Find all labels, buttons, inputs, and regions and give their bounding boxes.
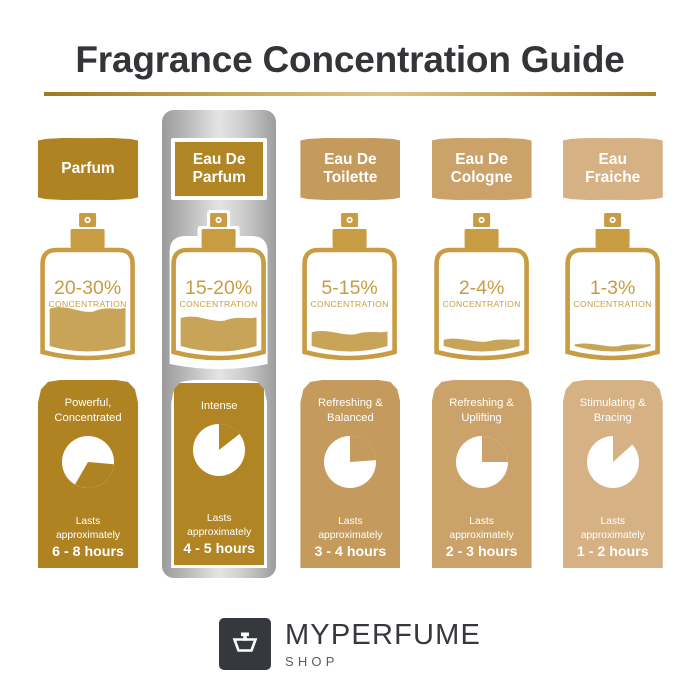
lasts-line2: approximately <box>580 529 645 541</box>
header-card-3[interactable]: Eau De Cologne <box>431 138 532 200</box>
header-card-1[interactable]: Eau De Parfum <box>171 138 268 200</box>
logo-mark <box>218 618 271 670</box>
brand-name: MYPERFUME <box>284 618 482 651</box>
hours-value: 2 - 3 hours <box>445 544 518 560</box>
lasts-label: Lasts approximately <box>174 512 264 539</box>
bottle-graphic-1: 15-20% CONCENTRATION <box>153 210 284 370</box>
header-label-line2: Toilette <box>323 169 378 186</box>
descriptor-line1: Intense <box>200 400 238 412</box>
lasts-line1: Lasts <box>338 516 363 528</box>
comparison-grid: Parfum 20-30% CONCENTRATION Powerful, Concen… <box>22 110 678 590</box>
header-card-0[interactable]: Parfum <box>38 138 138 200</box>
longevity-footer: Lasts approximately 3 - 4 hours <box>300 515 400 560</box>
descriptor-line2: Balanced <box>327 412 374 425</box>
description-card-4[interactable]: Stimulating & Bracing Lasts approximately 1 … <box>562 380 663 568</box>
header-label-line1: Eau De <box>324 150 377 168</box>
longevity-footer: Lasts approximately 2 - 3 hours <box>432 515 532 560</box>
lasts-label: Lasts approximately <box>563 515 663 542</box>
hours-value: 6 - 8 hours <box>52 544 124 560</box>
descriptor-line2: Concentrated <box>54 412 122 425</box>
descriptor-line1: Stimulating & <box>579 397 646 409</box>
header-label-line1: Eau De <box>192 150 246 168</box>
lasts-line1: Lasts <box>469 516 494 528</box>
svg-text:CONCENTRATION: CONCENTRATION <box>573 299 651 309</box>
description-card-0[interactable]: Powerful, Concentrated Lasts approximately 6… <box>38 380 138 568</box>
column-eau-de-cologne[interactable]: Eau De Cologne 2-4% CONCENTRATION Refreshing… <box>416 110 547 590</box>
column-eau-de-toilette[interactable]: Eau De Toilette 5-15% CONCENTRATION Refreshi… <box>284 110 415 590</box>
longevity-footer: Lasts approximately 6 - 8 hours <box>38 515 138 560</box>
brand-logo: MYPERFUME SHOP <box>0 618 700 670</box>
column-parfum[interactable]: Parfum 20-30% CONCENTRATION Powerful, Concen… <box>22 110 153 590</box>
lasts-line2: approximately <box>187 526 252 538</box>
header-label-line2: Cologne <box>450 169 513 186</box>
description-card-2[interactable]: Refreshing & Balanced Lasts approximately 3 … <box>300 380 401 568</box>
svg-text:CONCENTRATION: CONCENTRATION <box>180 299 258 309</box>
bottle-graphic-4: 1-3% CONCENTRATION <box>547 210 678 370</box>
descriptor-text: Refreshing & Uplifting <box>444 396 519 426</box>
lasts-line2: approximately <box>318 529 383 541</box>
descriptor-line1: Powerful, <box>64 397 112 409</box>
lasts-label: Lasts approximately <box>38 515 138 542</box>
lasts-line1: Lasts <box>206 513 232 525</box>
lasts-line1: Lasts <box>75 516 101 528</box>
svg-text:CONCENTRATION: CONCENTRATION <box>442 299 520 309</box>
descriptor-line1: Refreshing & <box>318 397 383 409</box>
svg-text:20-30%: 20-30% <box>54 277 121 299</box>
descriptor-text: Stimulating & Bracing <box>575 396 651 426</box>
description-card-3[interactable]: Refreshing & Uplifting Lasts approximately 2… <box>431 380 532 568</box>
description-card-1[interactable]: Intense Lasts approximately 4 - 5 hours <box>171 380 268 568</box>
header-label-line1: Eau De <box>455 150 508 168</box>
svg-text:2-4%: 2-4% <box>458 277 504 299</box>
longevity-pie-chart-1 <box>193 424 246 477</box>
descriptor-text: Powerful, Concentrated <box>49 396 126 426</box>
hours-value: 3 - 4 hours <box>314 544 387 560</box>
header-label-line2: Parfum <box>192 169 246 186</box>
header-card-4[interactable]: Eau Fraiche <box>562 138 663 200</box>
hours-value: 1 - 2 hours <box>576 544 649 560</box>
longevity-footer: Lasts approximately 1 - 2 hours <box>563 515 663 560</box>
svg-text:15-20%: 15-20% <box>185 277 252 299</box>
title-divider <box>44 92 656 96</box>
svg-text:CONCENTRATION: CONCENTRATION <box>311 299 389 309</box>
bottle-graphic-2: 5-15% CONCENTRATION <box>284 210 415 370</box>
svg-text:CONCENTRATION: CONCENTRATION <box>49 299 127 309</box>
descriptor-text: Refreshing & Balanced <box>313 396 388 426</box>
brand-subtitle: SHOP <box>284 653 339 669</box>
svg-text:5-15%: 5-15% <box>322 277 378 299</box>
bottle-graphic-0: 20-30% CONCENTRATION <box>22 210 153 370</box>
header-card-2[interactable]: Eau De Toilette <box>300 138 401 200</box>
descriptor-line2: Bracing <box>593 412 632 425</box>
descriptor-line1: Refreshing & <box>449 397 514 409</box>
longevity-pie-chart-3 <box>455 436 508 489</box>
logo-text: MYPERFUME SHOP <box>284 618 482 669</box>
lasts-line2: approximately <box>55 529 121 541</box>
lasts-line1: Lasts <box>600 516 626 528</box>
longevity-footer: Lasts approximately 4 - 5 hours <box>174 512 264 557</box>
page-title: Fragrance Concentration Guide <box>75 39 625 80</box>
hours-value: 4 - 5 hours <box>183 541 256 557</box>
header-label-line1: Eau <box>598 150 627 168</box>
lasts-label: Lasts approximately <box>432 515 532 542</box>
longevity-pie-chart-4 <box>586 436 639 489</box>
column-eau-de-parfum[interactable]: Eau De Parfum 15-20% CONCENTRATION Intense La… <box>153 110 284 590</box>
lasts-label: Lasts approximately <box>300 515 400 542</box>
lasts-line2: approximately <box>449 529 514 541</box>
header-label-line1: Parfum <box>61 159 115 177</box>
svg-text:1-3%: 1-3% <box>590 277 636 299</box>
descriptor-line2: Uplifting <box>461 412 502 425</box>
column-eau-fraiche[interactable]: Eau Fraiche 1-3% CONCENTRATION Stimulating &… <box>547 110 678 590</box>
page-title-wrap: Fragrance Concentration Guide <box>0 39 700 81</box>
bottle-graphic-3: 2-4% CONCENTRATION <box>416 210 547 370</box>
longevity-pie-chart-0 <box>62 436 114 489</box>
perfume-bottle-icon <box>230 627 260 662</box>
longevity-pie-chart-2 <box>324 436 377 489</box>
descriptor-text: Intense <box>196 399 243 414</box>
header-label-line2: Fraiche <box>585 169 641 186</box>
